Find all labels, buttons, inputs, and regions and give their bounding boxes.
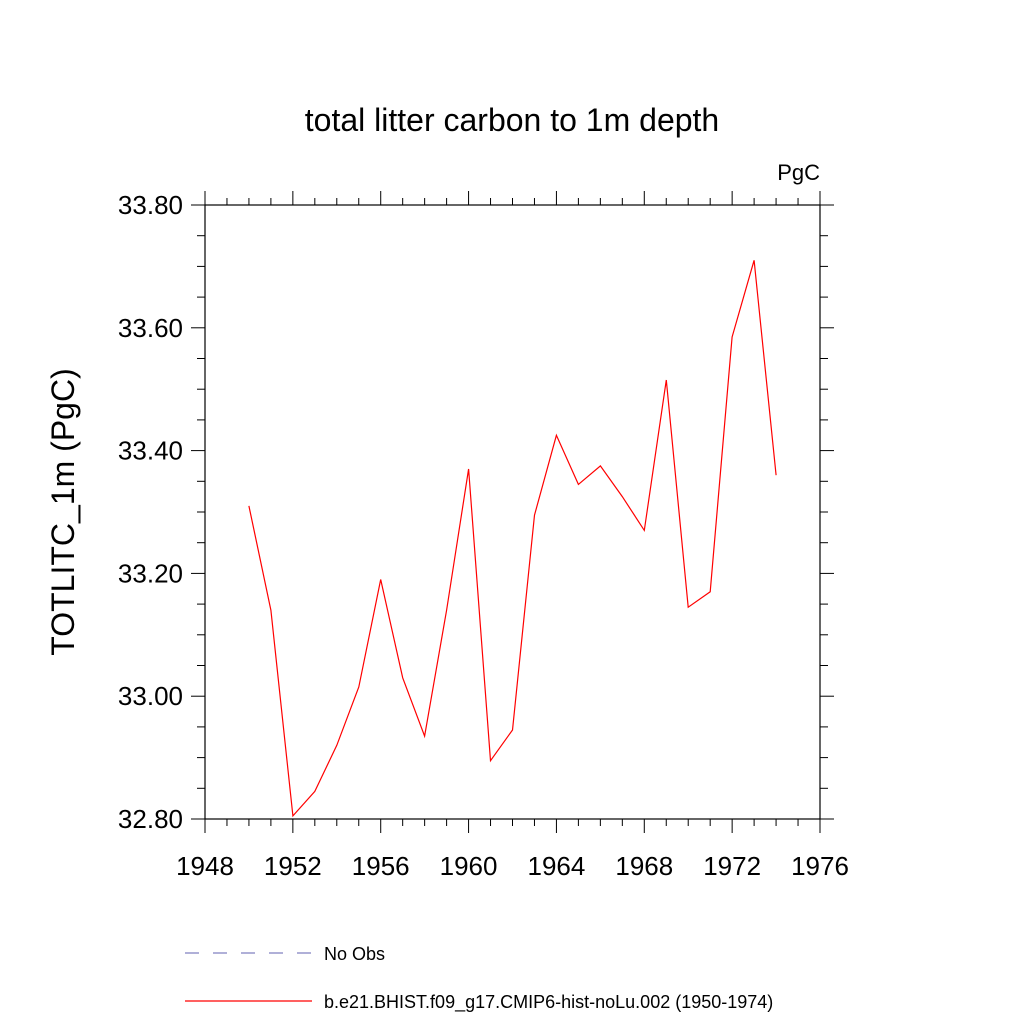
y-axis-ticks <box>191 204 834 820</box>
y-axis-tick-labels: 32.80 33.00 33.20 33.40 33.60 33.80 <box>118 190 183 834</box>
series-layer <box>248 260 777 818</box>
legend-label-model-run: b.e21.BHIST.f09_g17.CMIP6-hist-noLu.002 … <box>324 992 773 1013</box>
chart-title: total litter carbon to 1m depth <box>305 102 719 138</box>
series-line-0 <box>248 260 777 818</box>
x-tick-label: 1976 <box>791 851 849 881</box>
legend: No Obs b.e21.BHIST.f09_g17.CMIP6-hist-no… <box>185 944 773 1013</box>
x-tick-label: 1968 <box>615 851 673 881</box>
y-tick-label: 33.00 <box>118 681 183 711</box>
y-tick-label: 33.80 <box>118 190 183 220</box>
x-tick-label: 1964 <box>528 851 586 881</box>
legend-label-no-obs: No Obs <box>324 944 385 964</box>
x-axis-tick-labels: 1948 1952 1956 1960 1964 1968 1972 1976 <box>176 851 849 881</box>
y-tick-label: 33.40 <box>118 436 183 466</box>
y-tick-label: 33.20 <box>118 558 183 588</box>
y-axis-label: TOTLITC_1m (PgC) <box>45 368 81 655</box>
y-tick-label: 32.80 <box>118 804 183 834</box>
x-tick-label: 1960 <box>440 851 498 881</box>
y-tick-label: 33.60 <box>118 313 183 343</box>
x-tick-label: 1952 <box>264 851 322 881</box>
x-axis-ticks <box>204 191 821 833</box>
x-tick-label: 1948 <box>176 851 234 881</box>
units-label: PgC <box>777 160 820 185</box>
x-tick-label: 1956 <box>352 851 410 881</box>
x-tick-label: 1972 <box>703 851 761 881</box>
